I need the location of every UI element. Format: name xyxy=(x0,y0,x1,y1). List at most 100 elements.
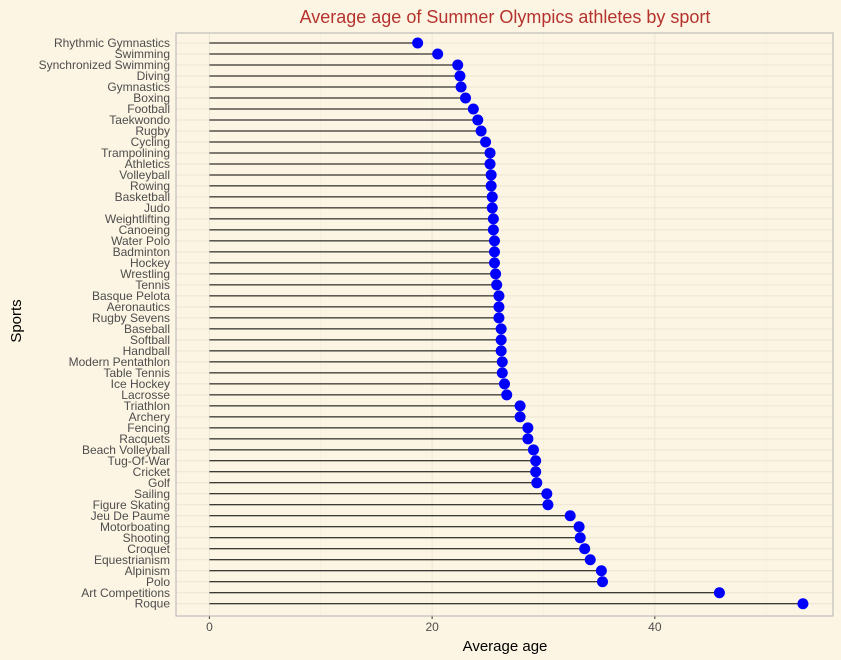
y-tick-label: Judo xyxy=(144,201,170,215)
lollipop-point xyxy=(514,400,526,412)
lollipop-point xyxy=(496,367,508,379)
lollipop-point xyxy=(480,136,492,148)
y-tick-label: Tennis xyxy=(135,278,170,292)
x-tick-label: 40 xyxy=(648,620,662,634)
lollipop-point xyxy=(797,598,809,610)
y-tick-label: Aeronautics xyxy=(107,300,170,314)
y-tick-label: Volleyball xyxy=(119,168,170,182)
lollipop-point xyxy=(485,169,497,181)
y-tick-label: Figure Skating xyxy=(93,498,170,512)
y-tick-label: Basketball xyxy=(115,190,170,204)
lollipop-point xyxy=(522,433,534,445)
lollipop-stems xyxy=(209,42,803,605)
chart-title: Average age of Summer Olympics athletes … xyxy=(300,7,711,27)
lollipop-point xyxy=(596,576,608,588)
lollipop-point xyxy=(499,378,510,390)
y-tick-label: Jeu De Paume xyxy=(91,509,171,523)
y-tick-label: Football xyxy=(127,102,170,116)
lollipop-point xyxy=(472,114,484,126)
lollipop-point xyxy=(460,92,472,104)
lollipop-point xyxy=(486,202,498,214)
lollipop-point xyxy=(454,70,466,82)
y-tick-label: Alpinism xyxy=(125,564,170,578)
lollipop-point xyxy=(487,224,499,236)
y-tick-label: Hockey xyxy=(130,256,170,270)
y-tick-label: Croquet xyxy=(127,542,170,556)
y-tick-label: Gymnastics xyxy=(107,80,170,94)
lollipop-point xyxy=(488,246,500,258)
y-tick-label: Equestrianism xyxy=(94,553,170,567)
lollipop-point xyxy=(475,125,487,137)
y-tick-label: Racquets xyxy=(119,432,170,446)
lollipop-point xyxy=(412,37,424,49)
lollipop-point xyxy=(530,466,542,478)
y-tick-label: Lacrosse xyxy=(121,388,170,402)
lollipop-point xyxy=(584,554,596,566)
y-tick-label: Taekwondo xyxy=(109,113,170,127)
y-tick-label: Diving xyxy=(137,69,170,83)
lollipop-points xyxy=(412,37,809,610)
lollipop-point xyxy=(579,543,591,555)
lollipop-point xyxy=(455,81,467,93)
y-tick-label: Archery xyxy=(129,410,170,424)
y-tick-label: Handball xyxy=(123,344,170,358)
y-tick-label: Table Tennis xyxy=(104,366,171,380)
y-tick-label: Boxing xyxy=(133,91,170,105)
lollipop-point xyxy=(487,213,499,225)
y-tick-label: Synchronized Swimming xyxy=(39,58,170,72)
y-tick-label: Basque Pelota xyxy=(92,289,170,303)
y-tick-label: Canoeing xyxy=(119,223,170,237)
y-tick-label: Shooting xyxy=(123,531,170,545)
lollipop-point xyxy=(573,521,585,533)
lollipop-point xyxy=(501,389,513,401)
y-tick-label: Athletics xyxy=(125,157,170,171)
y-tick-label: Sailing xyxy=(134,487,170,501)
y-tick-label: Tug-Of-War xyxy=(108,454,170,468)
y-tick-label: Rowing xyxy=(130,179,170,193)
y-tick-label: Art Competitions xyxy=(81,586,170,600)
lollipop-point xyxy=(595,565,607,577)
lollipop-point xyxy=(485,180,497,192)
lollipop-point xyxy=(493,301,505,313)
lollipop-point xyxy=(486,191,498,203)
lollipop-point xyxy=(493,290,505,302)
lollipop-point xyxy=(541,488,553,500)
lollipop-point xyxy=(496,356,508,368)
y-tick-label: Ice Hockey xyxy=(111,377,170,391)
lollipop-point xyxy=(493,312,505,324)
y-tick-label: Rugby Sevens xyxy=(92,311,170,325)
y-tick-label: Wrestling xyxy=(120,267,170,281)
lollipop-point xyxy=(491,279,503,291)
lollipop-point xyxy=(531,477,543,489)
y-axis-title: Sports xyxy=(8,299,25,342)
y-tick-label: Modern Pentathlon xyxy=(69,355,170,369)
y-tick-label: Badminton xyxy=(113,245,170,259)
y-axis-tick-labels: Rhythmic GymnasticsSwimmingSynchronized … xyxy=(39,36,171,611)
lollipop-point xyxy=(484,147,496,159)
lollipop-point xyxy=(488,257,500,269)
lollipop-point xyxy=(488,235,500,247)
lollipop-point xyxy=(564,510,576,522)
lollipop-point xyxy=(527,444,539,456)
y-tick-label: Water Polo xyxy=(111,234,170,248)
x-tick-label: 20 xyxy=(425,620,439,634)
lollipop-point xyxy=(467,103,479,115)
y-tick-label: Trampolining xyxy=(101,146,170,160)
lollipop-point xyxy=(514,411,526,423)
lollipop-point xyxy=(495,323,507,335)
lollipop-point xyxy=(495,334,507,346)
lollipop-point xyxy=(484,158,496,170)
lollipop-point xyxy=(490,268,502,280)
lollipop-point xyxy=(495,345,507,357)
panel-border xyxy=(175,32,834,617)
lollipop-point xyxy=(542,499,554,511)
y-tick-label: Baseball xyxy=(124,322,170,336)
lollipop-point xyxy=(432,48,444,60)
lollipop-point xyxy=(530,455,542,467)
y-tick-label: Polo xyxy=(146,575,170,589)
y-tick-label: Roque xyxy=(135,597,171,611)
y-tick-label: Motorboating xyxy=(100,520,170,534)
lollipop-point xyxy=(713,587,725,599)
